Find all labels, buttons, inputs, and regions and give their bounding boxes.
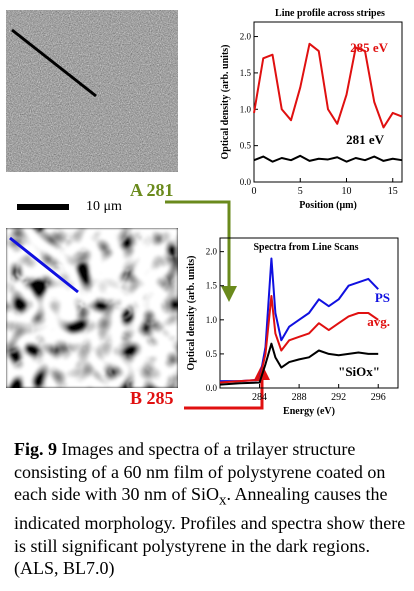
x-tick-label: 284 — [252, 392, 267, 403]
callout-arrows — [165, 200, 270, 410]
scale-bar-label: 10 μm — [86, 199, 122, 214]
scan-line-a — [11, 28, 97, 98]
micrograph-b — [6, 228, 178, 388]
caption-sub: x — [218, 492, 227, 509]
series-label-1: 281 eV — [346, 132, 385, 147]
spectra-chart: Spectra from Line Scans 284 288 292 296 0.0 0.… — [186, 237, 399, 417]
y-tick-label: 1.5 — [240, 68, 252, 78]
scale-bar — [17, 204, 69, 210]
y-tick-label: 0.5 — [240, 141, 252, 151]
plot-frame — [253, 21, 403, 183]
line-profile-chart: Line profile across stripes 0 5 10 15 0.0 0.5 1… — [220, 8, 403, 211]
y-tick-label: 1.5 — [206, 281, 218, 291]
x-tick-label: 5 — [298, 186, 303, 197]
y-tick-label: 0.5 — [206, 349, 218, 359]
series-line-1 — [219, 294, 379, 384]
series-line-0 — [253, 42, 403, 129]
series-label-0: PS — [375, 290, 390, 305]
y-axis-label: Optical density (arb. units) — [186, 255, 197, 370]
y-tick-label: 0.0 — [206, 383, 218, 393]
chart-title: Line profile across stripes — [275, 8, 385, 19]
arrow-a-green — [165, 200, 231, 290]
x-tick-label: 15 — [388, 186, 398, 197]
x-tick-label: 296 — [371, 392, 386, 403]
y-tick-label: 2.0 — [240, 32, 252, 42]
micrograph-a — [6, 10, 178, 172]
y-tick-label: 1.0 — [206, 315, 218, 325]
x-axis-label: Position (μm) — [299, 200, 357, 211]
scan-line-b — [9, 236, 79, 294]
x-tick-label: 288 — [292, 392, 307, 403]
figure-caption: Fig. 9 Images and spectra of a trilayer … — [14, 438, 406, 580]
x-tick-label: 10 — [342, 186, 352, 197]
caption-text-2: . Annealing causes the indicated morphol… — [14, 484, 406, 579]
y-tick-label: 1.0 — [240, 104, 252, 114]
y-tick-label: 2.0 — [206, 247, 218, 257]
series-line-0 — [220, 257, 379, 383]
y-tick-label: 0.0 — [240, 177, 252, 187]
series-label-1: avg. — [367, 314, 390, 329]
series-label-0: 285 eV — [350, 40, 389, 55]
label-b-285: B 285 — [130, 388, 174, 408]
y-axis-label: Optical density (arb. units) — [220, 44, 231, 159]
x-axis-label: Energy (eV) — [283, 406, 335, 417]
arrow-a-head — [221, 286, 237, 302]
series-line-2 — [219, 342, 379, 386]
x-tick-label: 0 — [252, 186, 257, 197]
series-line-1 — [253, 154, 403, 163]
caption-label: Fig. 9 — [14, 439, 57, 459]
series-label-2: "SiOx" — [338, 364, 380, 379]
plot-frame — [219, 237, 399, 389]
chart-title: Spectra from Line Scans — [253, 242, 358, 253]
label-a-281: A 281 — [130, 180, 174, 200]
x-tick-label: 292 — [331, 392, 346, 403]
caption-text-1: Images and spectra of a trilayer structu… — [14, 439, 386, 504]
